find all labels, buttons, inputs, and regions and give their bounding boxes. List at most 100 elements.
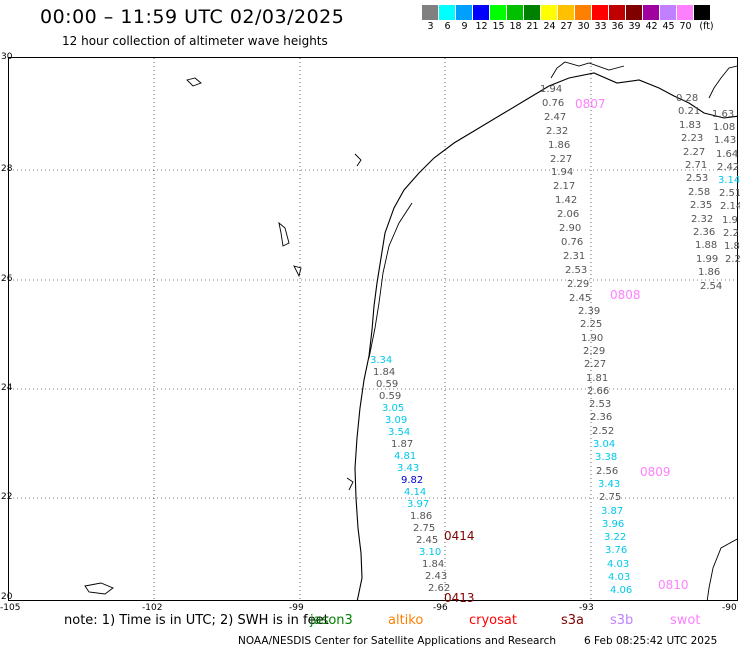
wave-height-label: 3.04 — [593, 439, 616, 450]
wave-height-label: 2.90 — [559, 223, 582, 234]
colorbar-label: 9 — [461, 21, 468, 32]
wave-height-label: 2.45 — [569, 293, 592, 304]
wave-height-label: 9.82 — [401, 475, 424, 486]
lat-label: 26 — [1, 274, 13, 284]
colorbar-swatch — [490, 5, 507, 20]
wave-height-label: 2.45 — [416, 535, 439, 546]
wave-height-label: 0.76 — [542, 98, 565, 109]
wave-height-label: 1.63 — [712, 109, 735, 120]
footer-credit: NOAA/NESDIS Center for Satellite Applica… — [238, 635, 556, 647]
lat-label: 20 — [1, 592, 13, 602]
wave-height-label: 4.06 — [610, 585, 633, 596]
colorbar-label: 12 — [475, 21, 488, 32]
wave-height-label: 4.03 — [608, 572, 631, 583]
colorbar-label: 42 — [645, 21, 658, 32]
colorbar-label: 21 — [526, 21, 539, 32]
wave-height-label: 0.59 — [376, 379, 399, 390]
wave-height-label: 2.32 — [691, 214, 714, 225]
wave-height-label: 2.66 — [587, 386, 610, 397]
wave-height-label: 4.81 — [394, 451, 417, 462]
colorbar-swatch — [422, 5, 439, 20]
graticule — [9, 58, 737, 600]
lon-label: -105 — [0, 603, 21, 613]
lon-label: -90 — [722, 603, 737, 613]
wave-height-label: 3.76 — [605, 545, 628, 556]
wave-height-label: 2.51 — [719, 188, 740, 199]
wave-height-label: 1.86 — [548, 140, 571, 151]
wave-height-label: 2.35 — [690, 200, 713, 211]
footer: NOAA/NESDIS Center for Satellite Applica… — [238, 635, 717, 647]
lon-label: -99 — [289, 603, 304, 613]
track-label-0810: 0810 — [658, 578, 689, 592]
wave-height-label: 2.39 — [578, 306, 601, 317]
wave-height-label: 1.86 — [410, 511, 433, 522]
wave-height-label: 1.9 — [722, 215, 738, 226]
wave-height-label: 2.56 — [596, 466, 619, 477]
wave-height-label: 0.59 — [379, 391, 402, 402]
wave-height-label: 1.90 — [581, 333, 604, 344]
legend-s3b: s3b — [610, 613, 634, 628]
wave-height-label: 3.96 — [602, 519, 625, 530]
colorbar-label: 6 — [444, 21, 451, 32]
colorbar-swatch — [626, 5, 643, 20]
wave-height-label: 3.38 — [595, 452, 618, 463]
colorbar-label: 30 — [577, 21, 590, 32]
colorbar-swatch — [677, 5, 694, 20]
wave-height-label: 2.62 — [428, 583, 451, 594]
colorbar-label: 45 — [662, 21, 675, 32]
wave-height-label: 2.31 — [563, 251, 586, 262]
colorbar-swatch — [558, 5, 575, 20]
map-canvas — [9, 58, 737, 600]
colorbar-label: 24 — [543, 21, 556, 32]
map-subtitle: 12 hour collection of altimeter wave hei… — [62, 34, 328, 48]
wave-height-label: 4.03 — [607, 559, 630, 570]
wave-height-label: 1.64 — [716, 149, 739, 160]
colorbar-swatch — [439, 5, 456, 20]
wave-height-label: 1.83 — [679, 120, 702, 131]
track-label-0809: 0809 — [640, 465, 671, 479]
colorbar-swatch — [541, 5, 558, 20]
wave-height-label: 3.10 — [419, 547, 442, 558]
wave-height-label: 2.53 — [589, 399, 612, 410]
wave-height-label: 1.94 — [540, 84, 563, 95]
wave-height-label: 2.47 — [544, 112, 567, 123]
colorbar-swatch — [609, 5, 626, 20]
colorbar-label: 70 — [679, 21, 692, 32]
colorbar-label: 36 — [611, 21, 624, 32]
wave-height-label: 2.17 — [553, 181, 576, 192]
wave-height-label: 3.87 — [601, 506, 624, 517]
wave-height-label: 1.84 — [373, 367, 396, 378]
track-label-0808: 0808 — [610, 288, 641, 302]
wave-height-label: 2.29 — [567, 279, 590, 290]
wave-height-label: 3.22 — [604, 532, 627, 543]
colorbar-label: 27 — [560, 21, 573, 32]
wave-height-label: 3.05 — [382, 403, 405, 414]
colorbar-swatch — [524, 5, 541, 20]
wave-height-label: 1.84 — [422, 559, 445, 570]
colorbar — [422, 5, 711, 20]
map-title: 00:00 – 11:59 UTC 02/03/2025 — [40, 6, 345, 28]
wave-height-label: 2.53 — [565, 265, 588, 276]
lat-label: 22 — [1, 492, 13, 502]
wave-height-label: 0.76 — [561, 237, 584, 248]
wave-height-label: 1.94 — [551, 167, 574, 178]
wave-height-label: 2.2 — [723, 228, 739, 239]
wave-height-label: 2.52 — [592, 426, 615, 437]
wave-height-label: 1.8 — [724, 241, 740, 252]
track-label-0807: 0807 — [575, 97, 606, 111]
wave-height-label: 2.29 — [583, 346, 606, 357]
colorbar-label: 33 — [594, 21, 607, 32]
colorbar-swatch — [456, 5, 473, 20]
wave-height-label: 1.08 — [713, 122, 736, 133]
colorbar-label: 39 — [628, 21, 641, 32]
wave-height-label: 2.75 — [413, 523, 436, 534]
gulf-coastline — [354, 72, 737, 600]
wave-height-label: 2.75 — [599, 492, 622, 503]
lon-label: -96 — [433, 603, 448, 613]
wave-height-label: 1.42 — [555, 195, 578, 206]
wave-height-label: 4.14 — [404, 487, 427, 498]
colorbar-label: 18 — [509, 21, 522, 32]
wave-height-label: 2.25 — [580, 319, 603, 330]
wave-height-label: 1.43 — [714, 135, 737, 146]
colorbar-label: 15 — [492, 21, 505, 32]
